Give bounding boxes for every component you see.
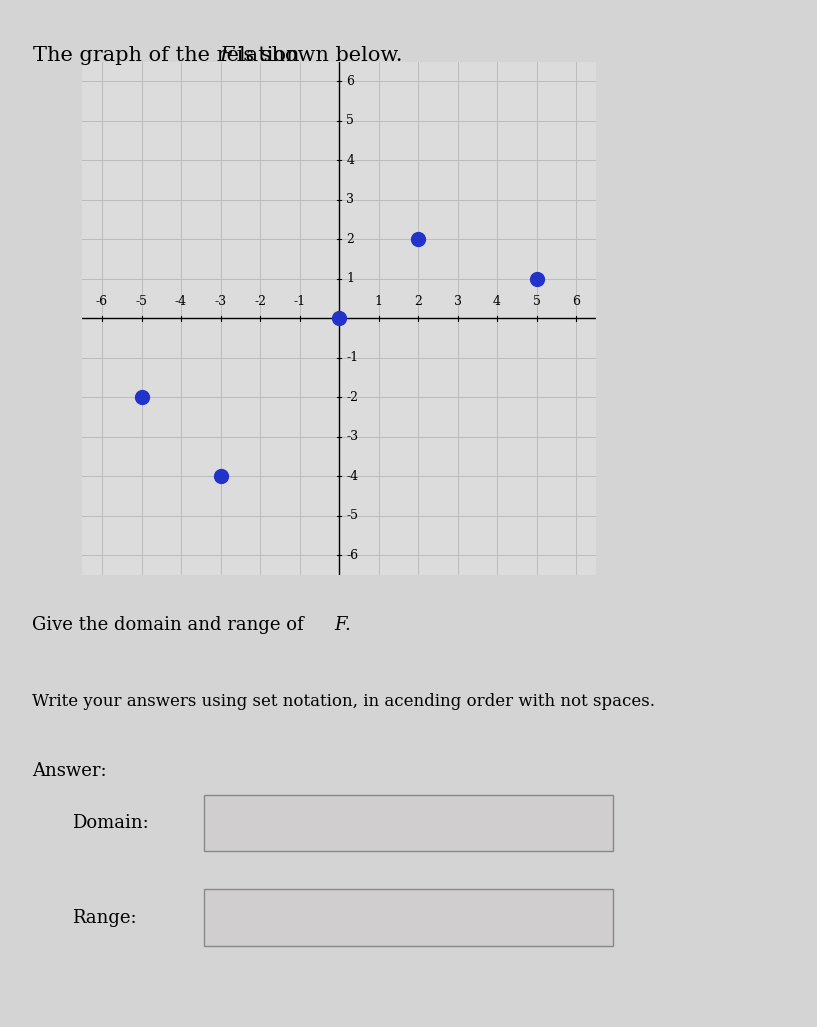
Text: The graph of the relation: The graph of the relation [33, 46, 306, 66]
Text: -1: -1 [293, 296, 306, 308]
Point [135, 389, 148, 406]
Text: -4: -4 [346, 470, 359, 483]
Text: 1: 1 [374, 296, 382, 308]
Text: 5: 5 [346, 114, 354, 127]
Text: -3: -3 [346, 430, 359, 444]
Text: 3: 3 [346, 193, 354, 206]
Text: Write your answers using set notation, in acending order with not spaces.: Write your answers using set notation, i… [32, 693, 655, 711]
Text: Domain:: Domain: [72, 813, 149, 832]
Text: -5: -5 [136, 296, 148, 308]
Text: -5: -5 [346, 509, 358, 523]
Point [530, 271, 543, 288]
Text: 6: 6 [346, 75, 354, 88]
Text: 4: 4 [346, 154, 354, 166]
Text: -6: -6 [96, 296, 108, 308]
Text: 1: 1 [346, 272, 354, 286]
Text: -2: -2 [254, 296, 266, 308]
Point [214, 468, 227, 485]
Text: 5: 5 [533, 296, 541, 308]
Point [412, 231, 425, 248]
Text: F: F [220, 46, 234, 66]
Text: is shown below.: is shown below. [230, 46, 403, 66]
Text: 3: 3 [453, 296, 462, 308]
Text: 4: 4 [493, 296, 501, 308]
Text: Answer:: Answer: [32, 762, 107, 781]
FancyBboxPatch shape [204, 795, 613, 850]
Text: 2: 2 [346, 233, 354, 245]
Text: -4: -4 [175, 296, 187, 308]
Point [333, 310, 346, 327]
Text: .: . [345, 615, 350, 634]
Text: -2: -2 [346, 391, 358, 404]
Text: -1: -1 [346, 351, 359, 365]
Text: F: F [334, 615, 346, 634]
FancyBboxPatch shape [204, 889, 613, 946]
Text: -6: -6 [346, 548, 359, 562]
Text: -3: -3 [215, 296, 226, 308]
Text: 6: 6 [572, 296, 580, 308]
Text: Give the domain and range of: Give the domain and range of [32, 615, 310, 634]
Text: Range:: Range: [72, 909, 137, 926]
Text: 2: 2 [414, 296, 422, 308]
